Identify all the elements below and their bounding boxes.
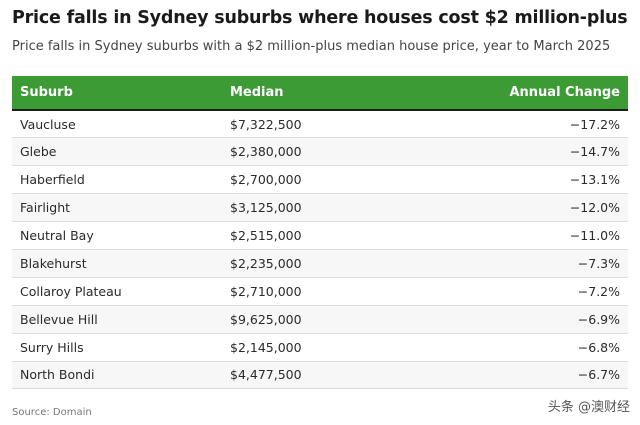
- cell-median: $2,515,000: [230, 228, 302, 243]
- cell-median: $4,477,500: [230, 367, 302, 383]
- cell-annual-change: −13.1%: [569, 172, 620, 188]
- cell-annual-change: −11.0%: [569, 228, 620, 243]
- table-row: Surry Hills $2,145,000 −6.8%: [12, 333, 628, 362]
- cell-annual-change: −14.7%: [569, 144, 620, 160]
- cell-median: $2,710,000: [230, 283, 302, 299]
- column-header-suburb: Suburb: [12, 76, 222, 111]
- cell-annual-change: −6.9%: [577, 311, 620, 327]
- cell-median: $3,125,000: [230, 200, 302, 216]
- page-title: Price falls in Sydney suburbs where hous…: [12, 8, 628, 28]
- cell-median: $2,380,000: [230, 144, 302, 160]
- cell-median: $2,235,000: [230, 255, 302, 271]
- table-row: Neutral Bay $2,515,000 −11.0%: [12, 221, 628, 250]
- table-header: Suburb Median Annual Change: [12, 76, 628, 111]
- cell-annual-change: −6.8%: [577, 339, 620, 355]
- cell-suburb: Blakehurst: [20, 255, 87, 271]
- source-note: Source: Domain: [12, 407, 92, 418]
- cell-annual-change: −17.2%: [569, 116, 620, 132]
- cell-annual-change: −7.3%: [577, 255, 620, 271]
- table-header-row: Suburb Median Annual Change: [12, 76, 628, 111]
- cell-annual-change: −7.2%: [577, 283, 620, 299]
- table-row: Bellevue Hill $9,625,000 −6.9%: [12, 305, 628, 334]
- cell-suburb: Neutral Bay: [20, 228, 94, 243]
- column-header-annual-change: Annual Change: [472, 76, 628, 111]
- cell-suburb: Bellevue Hill: [20, 311, 98, 327]
- cell-suburb: Haberfield: [20, 172, 85, 188]
- cell-median: $2,700,000: [230, 172, 302, 188]
- watermark: 头条 @澳财经: [547, 400, 630, 415]
- cell-suburb: Fairlight: [20, 200, 71, 216]
- data-table: Suburb Median Annual Change Vaucluse $7,3…: [12, 76, 628, 389]
- table-row: Glebe $2,380,000 −14.7%: [12, 137, 628, 166]
- table-row: Vaucluse $7,322,500 −17.2%: [12, 110, 628, 138]
- table-row: Blakehurst $2,235,000 −7.3%: [12, 249, 628, 278]
- table-row: Haberfield $2,700,000 −13.1%: [12, 165, 628, 194]
- column-header-median: Median: [222, 76, 472, 111]
- page-subtitle: Price falls in Sydney suburbs with a $2 …: [12, 39, 611, 54]
- cell-median: $7,322,500: [230, 116, 302, 132]
- cell-suburb: Surry Hills: [20, 339, 84, 355]
- table-row: North Bondi $4,477,500 −6.7%: [12, 361, 628, 389]
- cell-annual-change: −6.7%: [577, 367, 620, 383]
- cell-suburb: Glebe: [20, 144, 57, 160]
- cell-annual-change: −12.0%: [569, 200, 620, 216]
- cell-median: $9,625,000: [230, 311, 302, 327]
- cell-suburb: North Bondi: [20, 367, 95, 383]
- cell-suburb: Vaucluse: [20, 116, 76, 132]
- cell-suburb: Collaroy Plateau: [20, 283, 122, 299]
- cell-median: $2,145,000: [230, 339, 302, 355]
- table-row: Fairlight $3,125,000 −12.0%: [12, 193, 628, 222]
- table-row: Collaroy Plateau $2,710,000 −7.2%: [12, 277, 628, 306]
- table-body: Vaucluse $7,322,500 −17.2% Glebe $2,380,000 −…: [12, 110, 628, 389]
